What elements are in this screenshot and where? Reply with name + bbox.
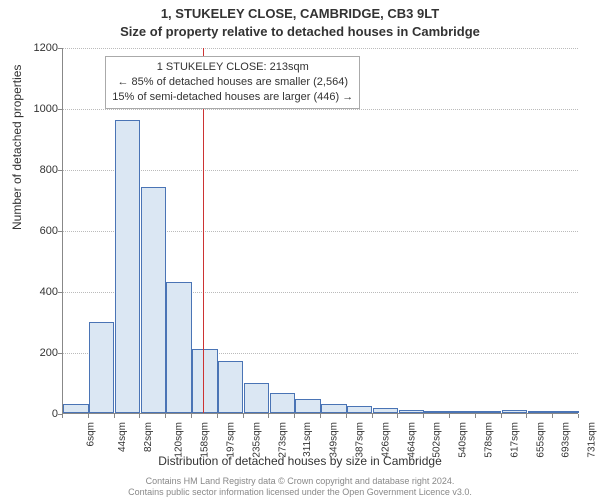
chart-title-1: 1, STUKELEY CLOSE, CAMBRIDGE, CB3 9LT [0, 6, 600, 21]
histogram-bar [424, 411, 449, 413]
x-tick-mark [191, 414, 192, 418]
x-tick-label: 502sqm [432, 422, 443, 458]
x-tick-mark [501, 414, 502, 418]
y-tick-label: 200 [18, 347, 58, 359]
x-tick-label: 464sqm [406, 422, 417, 458]
y-tick-mark [58, 353, 62, 354]
annotation-line: ← 85% of detached houses are smaller (2,… [112, 75, 353, 90]
x-tick-mark [552, 414, 553, 418]
x-tick-label: 387sqm [355, 422, 366, 458]
gridline [63, 109, 578, 110]
annotation-box: 1 STUKELEY CLOSE: 213sqm← 85% of detache… [105, 56, 360, 109]
x-tick-mark [320, 414, 321, 418]
x-tick-label: 235sqm [251, 422, 262, 458]
y-tick-label: 400 [18, 286, 58, 298]
x-tick-mark [114, 414, 115, 418]
histogram-bar [166, 282, 191, 413]
x-tick-label: 158sqm [200, 422, 211, 458]
y-tick-label: 800 [18, 164, 58, 176]
x-tick-mark [139, 414, 140, 418]
x-tick-label: 426sqm [380, 422, 391, 458]
x-tick-label: 197sqm [226, 422, 237, 458]
x-tick-label: 540sqm [458, 422, 469, 458]
y-tick-label: 1200 [18, 42, 58, 54]
histogram-bar [502, 410, 527, 413]
y-tick-mark [58, 109, 62, 110]
histogram-bar [528, 411, 553, 413]
x-tick-label: 44sqm [117, 422, 128, 452]
x-tick-mark [88, 414, 89, 418]
x-tick-mark [449, 414, 450, 418]
x-tick-mark [243, 414, 244, 418]
x-tick-label: 349sqm [329, 422, 340, 458]
histogram-bar [192, 349, 217, 413]
histogram-bar [244, 383, 269, 414]
histogram-bar [321, 404, 346, 413]
x-tick-mark [62, 414, 63, 418]
x-tick-mark [578, 414, 579, 418]
y-tick-label: 0 [18, 408, 58, 420]
x-tick-label: 693sqm [561, 422, 572, 458]
x-tick-mark [165, 414, 166, 418]
x-tick-mark [372, 414, 373, 418]
x-tick-label: 120sqm [174, 422, 185, 458]
footer-attribution: Contains HM Land Registry data © Crown c… [0, 476, 600, 498]
x-tick-label: 311sqm [302, 422, 313, 457]
histogram-bar [141, 187, 166, 413]
x-tick-label: 617sqm [509, 422, 520, 458]
plot-area: 1 STUKELEY CLOSE: 213sqm← 85% of detache… [62, 48, 578, 414]
gridline [63, 48, 578, 49]
x-tick-mark [526, 414, 527, 418]
x-tick-mark [294, 414, 295, 418]
annotation-line: 1 STUKELEY CLOSE: 213sqm [112, 60, 353, 75]
histogram-bar [218, 361, 243, 413]
y-tick-mark [58, 231, 62, 232]
x-tick-mark [423, 414, 424, 418]
x-tick-mark [475, 414, 476, 418]
y-tick-mark [58, 170, 62, 171]
histogram-bar [399, 410, 424, 413]
footer-line-2: Contains public sector information licen… [0, 487, 600, 498]
x-tick-label: 82sqm [143, 422, 154, 452]
histogram-bar [63, 404, 88, 413]
x-tick-mark [217, 414, 218, 418]
histogram-bar [347, 406, 372, 413]
gridline [63, 170, 578, 171]
histogram-bar [270, 393, 295, 413]
y-tick-label: 600 [18, 225, 58, 237]
x-tick-label: 273sqm [277, 422, 288, 458]
annotation-line: 15% of semi-detached houses are larger (… [112, 90, 353, 105]
x-tick-mark [397, 414, 398, 418]
histogram-bar [295, 399, 320, 413]
histogram-bar [115, 120, 140, 413]
chart-container: 1, STUKELEY CLOSE, CAMBRIDGE, CB3 9LT Si… [0, 0, 600, 500]
footer-line-1: Contains HM Land Registry data © Crown c… [0, 476, 600, 487]
x-tick-label: 655sqm [535, 422, 546, 458]
x-tick-mark [268, 414, 269, 418]
y-tick-mark [58, 292, 62, 293]
histogram-bar [373, 408, 398, 413]
histogram-bar [89, 322, 114, 414]
histogram-bar [450, 411, 475, 413]
x-tick-label: 731sqm [587, 422, 598, 458]
y-axis-label: Number of detached properties [10, 65, 24, 230]
histogram-bar [476, 411, 501, 413]
y-tick-mark [58, 48, 62, 49]
x-tick-label: 6sqm [85, 422, 96, 446]
x-axis-label: Distribution of detached houses by size … [0, 454, 600, 468]
chart-title-2: Size of property relative to detached ho… [0, 24, 600, 39]
histogram-bar [553, 411, 578, 413]
y-tick-label: 1000 [18, 103, 58, 115]
x-tick-mark [346, 414, 347, 418]
x-tick-label: 578sqm [484, 422, 495, 458]
